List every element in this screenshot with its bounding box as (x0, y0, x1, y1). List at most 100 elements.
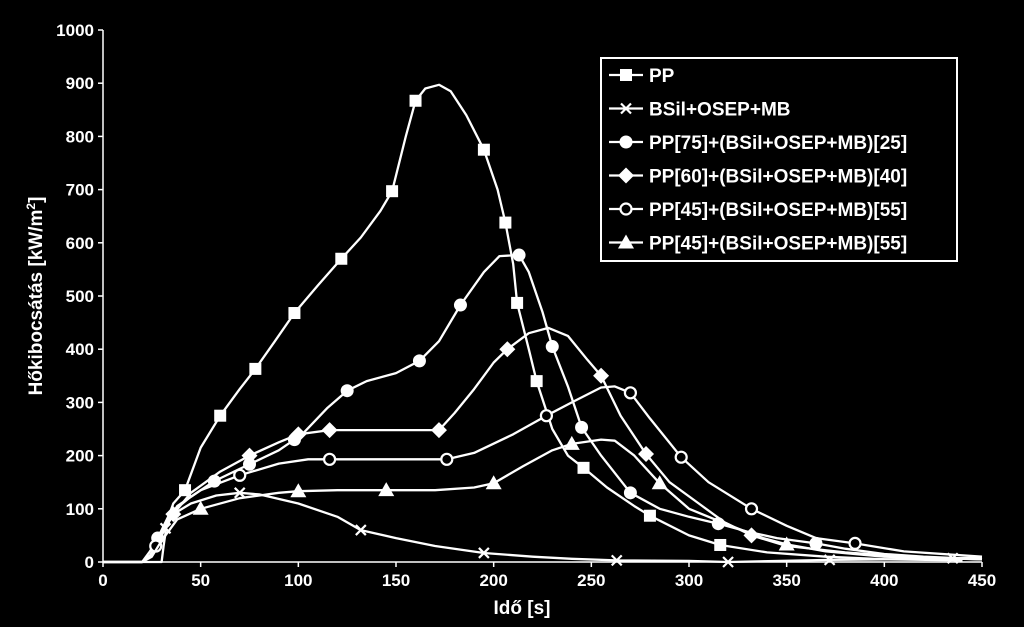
data-point (321, 422, 338, 439)
data-point (386, 185, 399, 198)
y-axis-label: Hőkibocsátás [kW/m2] (24, 197, 47, 396)
series-4 (103, 326, 983, 564)
legend-marker (619, 202, 633, 216)
legend-box (600, 57, 958, 262)
y-tick-label: 100 (66, 500, 94, 519)
series-line (103, 326, 983, 564)
data-point (440, 452, 454, 466)
x-tick-label: 250 (577, 571, 605, 590)
data-point (241, 447, 258, 464)
axes: 0 100 200 300 400 500 600 700 800 900 1000 0 50 100 15… (56, 21, 996, 590)
data-point (610, 554, 623, 567)
data-point (192, 500, 209, 515)
legend-marker (618, 234, 634, 249)
series-6 (103, 435, 983, 564)
legend-item: PP[45]+(BSil+OSEP+MB)[55] (609, 200, 907, 221)
data-point (478, 547, 490, 559)
data-point (848, 536, 862, 550)
legend: PP BSil+OSEP+MB PP[75]+(BSil+OSEP+MB)[25] P… (600, 57, 958, 262)
x-tick-label: 200 (479, 571, 507, 590)
data-point (623, 386, 638, 400)
x-axis-label: Idő [s] (494, 598, 551, 619)
y-tick-label: 0 (85, 553, 94, 572)
data-point (651, 475, 668, 490)
data-point (714, 538, 727, 551)
data-point (340, 384, 354, 398)
data-point (823, 554, 836, 566)
data-point (249, 362, 262, 375)
legend-marker (620, 102, 632, 115)
data-point (409, 94, 422, 107)
data-point (511, 296, 524, 309)
y-tick-label: 700 (66, 181, 94, 200)
legend-label: PP (649, 66, 675, 87)
y-axis-label-sup: 2 (24, 203, 38, 210)
data-point (499, 341, 516, 358)
data-point (674, 450, 688, 464)
data-point (809, 536, 823, 550)
legend-label: BSil+OSEP+MB (649, 100, 791, 121)
legend-item: PP[45]+(BSil+OSEP+MB)[55] (609, 234, 907, 255)
series-5 (103, 385, 983, 564)
data-point (233, 487, 246, 499)
legend-label: PP[45]+(BSil+OSEP+MB)[55] (649, 234, 907, 255)
y-tick-label: 300 (66, 393, 94, 412)
data-point (290, 426, 307, 443)
data-point (335, 252, 348, 265)
data-point (575, 420, 589, 434)
data-point (539, 409, 554, 423)
data-point (290, 483, 307, 498)
y-tick-label: 900 (66, 74, 94, 93)
y-tick-label: 800 (66, 127, 94, 146)
series-1 (103, 83, 963, 564)
data-point (355, 524, 367, 536)
x-tick-label: 100 (284, 571, 312, 590)
data-point (179, 484, 192, 497)
x-tick-label: 400 (870, 571, 898, 590)
x-tick-label: 450 (968, 571, 996, 590)
legend-label: PP[75]+(BSil+OSEP+MB)[25] (649, 133, 907, 154)
data-point (545, 340, 559, 354)
y-axis-label-end: ] (26, 197, 47, 203)
x-tick-label: 350 (772, 571, 800, 590)
y-tick-label: 400 (66, 340, 94, 359)
legend-marker (618, 167, 634, 184)
y-tick-label: 500 (66, 287, 94, 306)
legend-item: PP[60]+(BSil+OSEP+MB)[40] (609, 167, 907, 188)
series-line (103, 385, 983, 564)
y-tick-label: 1000 (56, 21, 94, 40)
data-point (577, 461, 590, 474)
data-point (499, 216, 512, 229)
data-point (485, 475, 502, 490)
data-point (233, 468, 247, 482)
data-point (477, 143, 490, 156)
series-group (103, 83, 983, 568)
x-tick-label: 50 (191, 571, 210, 590)
legend-item: PP (609, 66, 675, 87)
data-point (412, 354, 426, 368)
y-axis-label-main: Hőkibocsátás [kW/m (26, 210, 47, 396)
legend-item: BSil+OSEP+MB (609, 100, 791, 121)
x-tick-label: 150 (382, 571, 410, 590)
data-point (453, 298, 467, 312)
legend-marker (620, 69, 632, 81)
data-point (288, 307, 301, 320)
data-point (378, 482, 395, 497)
legend-item: PP[75]+(BSil+OSEP+MB)[25] (609, 133, 907, 154)
data-point (322, 452, 337, 466)
data-point (638, 446, 655, 463)
data-point (512, 248, 526, 262)
data-point (744, 502, 759, 516)
y-tick-label: 600 (66, 234, 94, 253)
data-point (243, 457, 256, 471)
data-point (563, 435, 580, 450)
legend-marker (619, 135, 633, 149)
x-tick-label: 300 (675, 571, 703, 590)
x-tick-label: 0 (98, 571, 107, 590)
data-point (430, 422, 447, 439)
data-point (722, 556, 734, 568)
series-line (103, 438, 983, 564)
data-point (593, 367, 610, 384)
data-point (214, 409, 227, 422)
